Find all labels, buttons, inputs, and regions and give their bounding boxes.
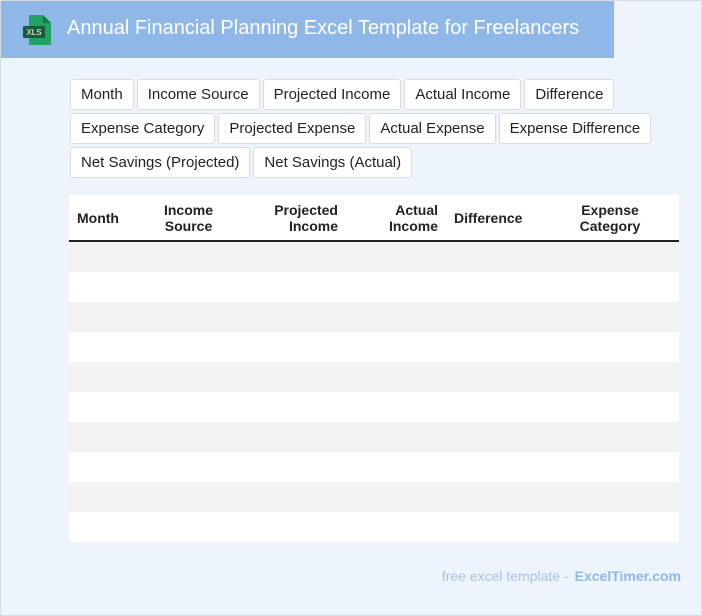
- column-header: Income Source: [163, 201, 213, 234]
- table: Month Income Source Projected Income Actual…: [69, 195, 679, 542]
- icon-label: XLS: [26, 28, 41, 37]
- table-row: [69, 242, 679, 272]
- table-row: [69, 482, 679, 512]
- table-row: [69, 512, 679, 542]
- tag: Projected Income: [262, 79, 402, 110]
- footer-site[interactable]: ExcelTimer.com: [574, 568, 681, 584]
- tag: Income Source: [136, 79, 260, 110]
- tag: Net Savings (Actual): [253, 147, 413, 178]
- xls-icon: XLS: [23, 15, 51, 45]
- tag: Difference: [524, 79, 615, 110]
- page-title: Annual Financial Planning Excel Template…: [67, 17, 580, 39]
- column-header: Difference: [454, 209, 523, 226]
- tag-list: Month Income Source Projected Income Actual…: [70, 79, 670, 181]
- column-header: Expense Category: [579, 201, 641, 234]
- table-row: [69, 332, 679, 362]
- footer-text: free excel template -: [441, 568, 569, 584]
- column-header: Projected Income: [274, 201, 338, 234]
- table-header: Month Income Source Projected Income Actual…: [69, 195, 679, 242]
- tag-row: Net Savings (Projected) Net Savings (Actu…: [70, 147, 670, 178]
- table-row: [69, 362, 679, 392]
- table-row: [69, 392, 679, 422]
- column-header: Actual Income: [388, 201, 438, 234]
- table-row: [69, 452, 679, 482]
- column-header: Month: [77, 209, 119, 226]
- tag-row: Month Income Source Projected Income Actual…: [70, 79, 670, 110]
- tag: Actual Expense: [369, 113, 496, 144]
- tag: Projected Expense: [218, 113, 367, 144]
- table-body: [69, 242, 679, 542]
- tag: Net Savings (Projected): [70, 147, 251, 178]
- footer: free excel template - ExcelTimer.com: [442, 568, 681, 584]
- table-row: [69, 422, 679, 452]
- tag: Expense Difference: [498, 113, 652, 144]
- tag: Expense Category: [70, 113, 216, 144]
- table-row: [69, 302, 679, 332]
- header-bar: XLS Annual Financial Planning Excel Temp…: [1, 1, 614, 58]
- tag: Month: [70, 79, 134, 110]
- table-row: [69, 272, 679, 302]
- tag: Actual Income: [404, 79, 522, 110]
- tag-row: Expense Category Projected Expense Actual …: [70, 113, 670, 144]
